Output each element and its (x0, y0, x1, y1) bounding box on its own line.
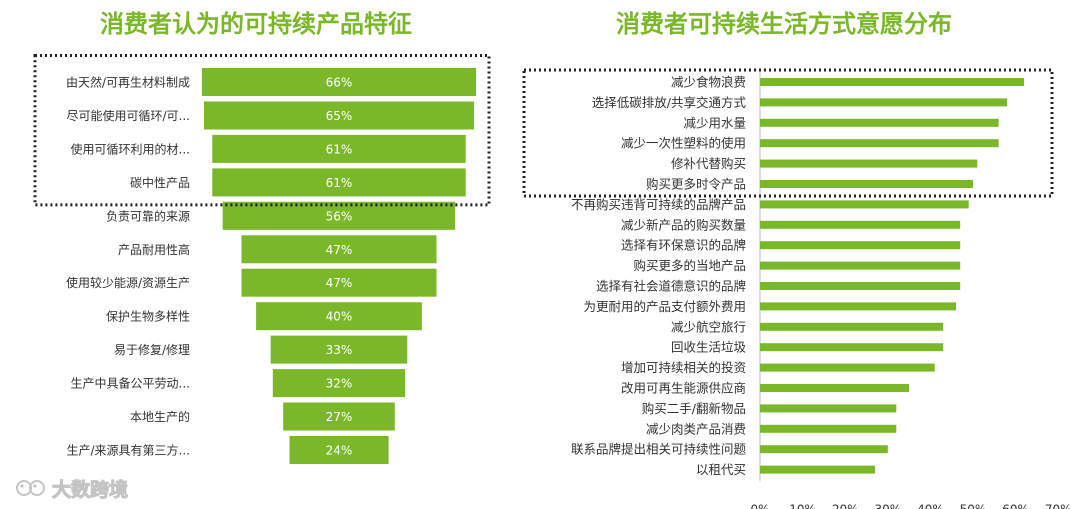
bar (203, 100, 476, 131)
category-label: 以租代买 (696, 462, 746, 477)
bar (240, 234, 438, 265)
bar (760, 384, 910, 392)
category-label: 购买更多时令产品 (646, 177, 746, 192)
x-tick-label: 50% (960, 503, 987, 509)
category-label: 购买更多的当地产品 (633, 258, 746, 273)
watermark-text: 大数跨境 (52, 478, 128, 501)
highlight-box (522, 68, 1054, 198)
bar (255, 301, 423, 332)
category-label: 选择有环保意识的品牌 (621, 238, 746, 253)
highlight-box (33, 54, 491, 207)
category-label: 减少食物浪费 (671, 75, 746, 90)
bar (760, 98, 1008, 107)
category-label: 负责可靠的来源 (106, 208, 190, 223)
category-label: 易于修复/修理 (114, 342, 190, 357)
x-tick-label: 0% (750, 503, 769, 509)
data-label: 32% (326, 377, 353, 391)
category-label: 减少新产品的购买数量 (621, 217, 746, 232)
watermark-logo: 大数跨境 (16, 478, 129, 502)
bar (760, 424, 897, 433)
bar (269, 334, 409, 365)
bar (760, 241, 961, 250)
data-label: 61% (326, 142, 353, 156)
data-label: 40% (326, 310, 353, 324)
bar (760, 363, 935, 372)
category-label: 减少用水量 (683, 115, 746, 130)
category-label: 生产/来源具有第三方... (67, 443, 191, 458)
bar (200, 67, 478, 97)
category-label: 修补代替购买 (671, 156, 746, 171)
category-label: 选择有社会道德意识的品牌 (596, 279, 746, 294)
bar (288, 435, 390, 465)
category-label: 产品耐用性高 (118, 242, 190, 257)
bar (240, 267, 438, 298)
category-label: 不再购买违背可持续的品牌产品 (571, 197, 746, 212)
category-label: 生产中具备公平劳动... (71, 376, 190, 391)
bar (760, 200, 969, 209)
bar (760, 465, 875, 474)
category-label: 保护生物多样性 (106, 309, 190, 324)
bar (760, 343, 944, 352)
category-label: 购买二手/翻新物品 (642, 401, 746, 416)
category-label: 尽可能使用可循环/可... (67, 108, 191, 123)
bar (760, 282, 961, 290)
data-label: 47% (326, 243, 353, 257)
category-label: 碳中性产品 (130, 175, 190, 190)
category-label: 由天然/可再生材料制成 (66, 75, 190, 90)
category-label: 回收生活垃圾 (671, 340, 747, 355)
bar (760, 220, 961, 229)
bar (760, 445, 888, 454)
data-label: 61% (326, 176, 353, 190)
category-label: 使用较少能源/资源生产 (66, 275, 190, 290)
category-label: 为更耐用的产品支付额外费用 (583, 299, 746, 314)
bar (760, 159, 978, 168)
category-label: 选择低碳排放/共享交通方式 (592, 95, 747, 110)
sustainable-product-features-chart: 66% 由天然/可再生材料制成 65% 尽可能使用可循环/可... 61% 使用可循环利用… (33, 54, 491, 465)
category-label: 本地生产的 (130, 409, 190, 424)
x-tick-label: 60% (1002, 503, 1029, 509)
x-tick-label: 30% (874, 503, 901, 509)
category-label: 减少航空旅行 (671, 319, 746, 334)
bar (271, 368, 407, 399)
sustainable-lifestyle-intentions-chart: 减少食物浪费选择低碳排放/共享交通方式减少用水量减少一次性塑料的使用修补代替购买… (522, 68, 1072, 509)
category-label: 联系品牌提出相关可持续性问题 (571, 442, 747, 457)
bar (211, 167, 467, 198)
data-label: 27% (326, 410, 353, 424)
category-label: 改用可再生能源供应商 (621, 381, 746, 396)
x-tick-label: 10% (789, 503, 816, 509)
data-label: 47% (326, 276, 353, 290)
x-tick-label: 20% (832, 503, 859, 509)
data-label: 66% (326, 76, 353, 90)
bar (282, 401, 396, 432)
bar (760, 302, 956, 311)
bar (760, 139, 999, 148)
category-label: 使用可循环利用的材... (71, 141, 190, 156)
data-label: 65% (326, 109, 353, 123)
bar (760, 180, 973, 188)
data-label: 33% (326, 343, 353, 357)
bar (760, 78, 1025, 86)
right-chart-title: 消费者可持续生活方式意愿分布 (616, 10, 952, 38)
bar (760, 322, 944, 331)
category-label: 增加可持续相关的投资 (621, 360, 746, 375)
data-label: 24% (326, 444, 353, 458)
bar (211, 133, 467, 164)
data-label: 56% (326, 209, 353, 223)
left-chart-title: 消费者认为的可持续产品特征 (100, 10, 412, 38)
bar (760, 404, 897, 413)
x-tick-label: 70% (1045, 503, 1072, 509)
bar (760, 118, 999, 127)
bar (760, 261, 961, 270)
category-label: 减少一次性塑料的使用 (621, 136, 746, 151)
x-tick-label: 40% (917, 503, 944, 509)
category-label: 减少肉类产品消费 (646, 421, 746, 436)
